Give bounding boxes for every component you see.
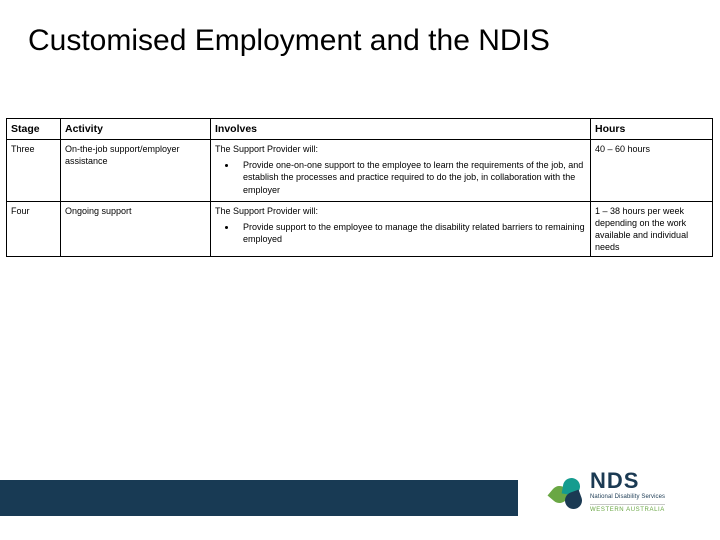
col-header-activity: Activity — [61, 119, 211, 140]
involves-bullets: Provide support to the employee to manag… — [215, 221, 586, 245]
table-header-row: Stage Activity Involves Hours — [7, 119, 713, 140]
cell-involves: The Support Provider will: Provide suppo… — [211, 201, 591, 257]
involves-bullet: Provide support to the employee to manag… — [237, 221, 586, 245]
cell-stage: Three — [7, 140, 61, 202]
cell-hours: 40 – 60 hours — [591, 140, 713, 202]
cell-involves: The Support Provider will: Provide one-o… — [211, 140, 591, 202]
cell-stage: Four — [7, 201, 61, 257]
logo-region-text: WESTERN AUSTRALIA — [590, 504, 665, 513]
slide: Customised Employment and the NDIS Stage… — [0, 0, 720, 540]
nds-logo-mark — [548, 474, 586, 512]
cell-activity: On-the-job support/employer assistance — [61, 140, 211, 202]
cell-hours: 1 – 38 hours per week depending on the w… — [591, 201, 713, 257]
involves-lead: The Support Provider will: — [215, 205, 586, 217]
involves-bullets: Provide one-on-one support to the employ… — [215, 159, 586, 195]
col-header-stage: Stage — [7, 119, 61, 140]
logo-main-text: NDS — [590, 470, 665, 492]
involves-lead: The Support Provider will: — [215, 143, 586, 155]
stages-table: Stage Activity Involves Hours Three On-t… — [6, 118, 712, 257]
cell-activity: Ongoing support — [61, 201, 211, 257]
table-row: Four Ongoing support The Support Provide… — [7, 201, 713, 257]
nds-logo-text: NDS National Disability Services WESTERN… — [590, 470, 665, 513]
nds-logo: NDS National Disability Services WESTERN… — [548, 470, 698, 518]
footer-bar — [0, 480, 518, 516]
table-row: Three On-the-job support/employer assist… — [7, 140, 713, 202]
slide-title: Customised Employment and the NDIS — [0, 0, 720, 58]
col-header-hours: Hours — [591, 119, 713, 140]
involves-bullet: Provide one-on-one support to the employ… — [237, 159, 586, 195]
col-header-involves: Involves — [211, 119, 591, 140]
logo-sub-text: National Disability Services — [590, 494, 665, 501]
